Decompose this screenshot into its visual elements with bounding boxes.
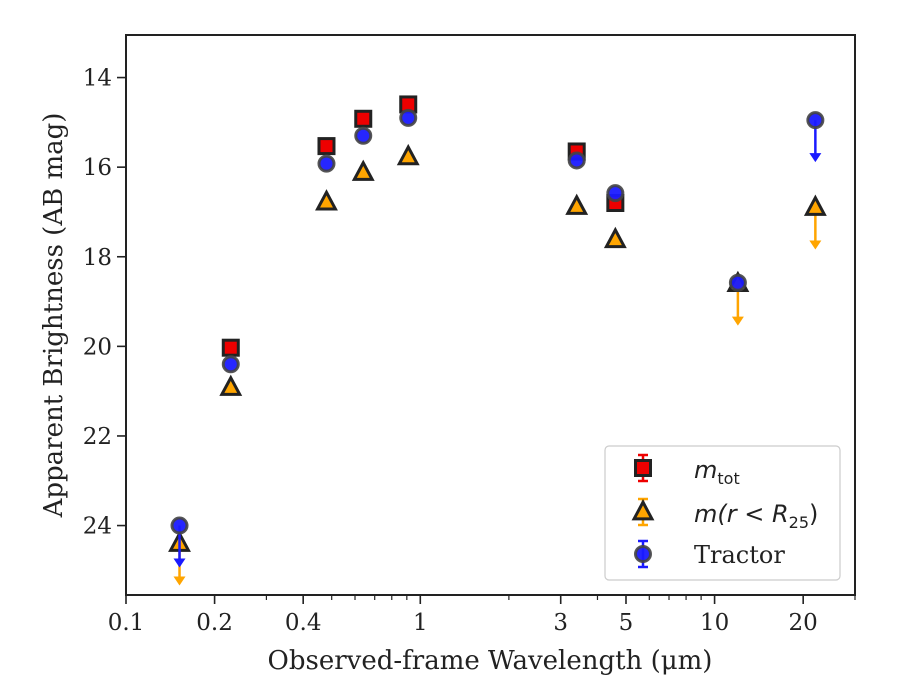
legend-mr-sub: 25 xyxy=(789,513,809,532)
plot-frame xyxy=(125,34,856,596)
y-tick-label-1: 16 xyxy=(83,155,112,181)
uplim-arrow-circle-0-head xyxy=(173,558,186,568)
x-tick-label-6: 10 xyxy=(700,610,729,636)
point-triangle-8 xyxy=(803,194,827,216)
point-circle-2 xyxy=(317,154,336,173)
point-circle-8 xyxy=(806,111,825,130)
legend-marker-circle xyxy=(634,545,652,563)
legend-mr-suffix: ) xyxy=(809,500,818,528)
uplim-arrow-triangle-7-head xyxy=(731,316,744,326)
point-triangle-2 xyxy=(315,189,338,211)
point-circle-6 xyxy=(606,184,625,203)
series-circle xyxy=(170,108,825,568)
point-triangle-4 xyxy=(396,143,420,166)
point-circle-5 xyxy=(567,151,586,170)
legend-mtot-sub: tot xyxy=(717,469,739,488)
legend-marker-square xyxy=(634,459,652,477)
legend-marker-triangle xyxy=(631,499,655,521)
legend-mr-main: m(r < R xyxy=(694,500,789,528)
x-tick-label-7: 20 xyxy=(789,610,818,636)
point-square-2 xyxy=(354,109,373,128)
x-tick-label-0: 0.1 xyxy=(108,610,145,636)
point-triangle-6 xyxy=(603,226,627,249)
point-circle-0 xyxy=(170,516,189,535)
x-tick-label-3: 1 xyxy=(413,610,428,636)
point-square-1 xyxy=(317,137,336,156)
legend-box xyxy=(604,445,841,581)
point-triangle-1 xyxy=(219,374,243,396)
x-tick-label-1: 0.2 xyxy=(196,610,233,636)
legend: mtot m(r < R25) Tractor xyxy=(604,445,841,581)
series-triangle xyxy=(168,143,827,586)
x-tick-label-2: 0.4 xyxy=(285,610,322,636)
x-axis-label: Observed-frame Wavelength (μm) xyxy=(268,646,713,676)
axis-ticks: 0.1 0.2 0.4 1 3 5 10 20 14 16 18 20 22 24 xyxy=(83,66,856,636)
uplim-arrow-triangle-0-head xyxy=(173,576,186,586)
y-tick-label-0: 14 xyxy=(83,66,112,92)
point-circle-3 xyxy=(354,126,373,145)
x-tick-label-5: 5 xyxy=(619,610,634,636)
data-marks xyxy=(168,95,827,586)
point-triangle-5 xyxy=(565,193,589,215)
y-tick-label-5: 24 xyxy=(83,514,112,540)
y-tick-label-3: 20 xyxy=(83,334,112,360)
point-circle-1 xyxy=(221,355,240,374)
y-axis-label: Apparent Brightness (AB mag) xyxy=(39,113,69,519)
uplim-arrow-triangle-8-head xyxy=(809,240,822,250)
legend-entry-tractor: Tractor xyxy=(694,541,785,569)
point-square-0 xyxy=(221,338,240,357)
legend-entry-mtot: mtot xyxy=(694,456,740,488)
point-circle-4 xyxy=(399,108,418,127)
legend-symbols xyxy=(631,453,655,569)
point-circle-7 xyxy=(728,273,747,292)
legend-entry-mr: m(r < R25) xyxy=(694,500,818,532)
point-triangle-3 xyxy=(351,159,375,181)
y-tick-label-4: 22 xyxy=(83,424,112,450)
uplim-arrow-circle-8-head xyxy=(809,153,822,163)
x-tick-label-4: 3 xyxy=(553,610,568,636)
legend-mtot-main: m xyxy=(694,456,717,484)
y-tick-label-2: 18 xyxy=(83,245,112,271)
